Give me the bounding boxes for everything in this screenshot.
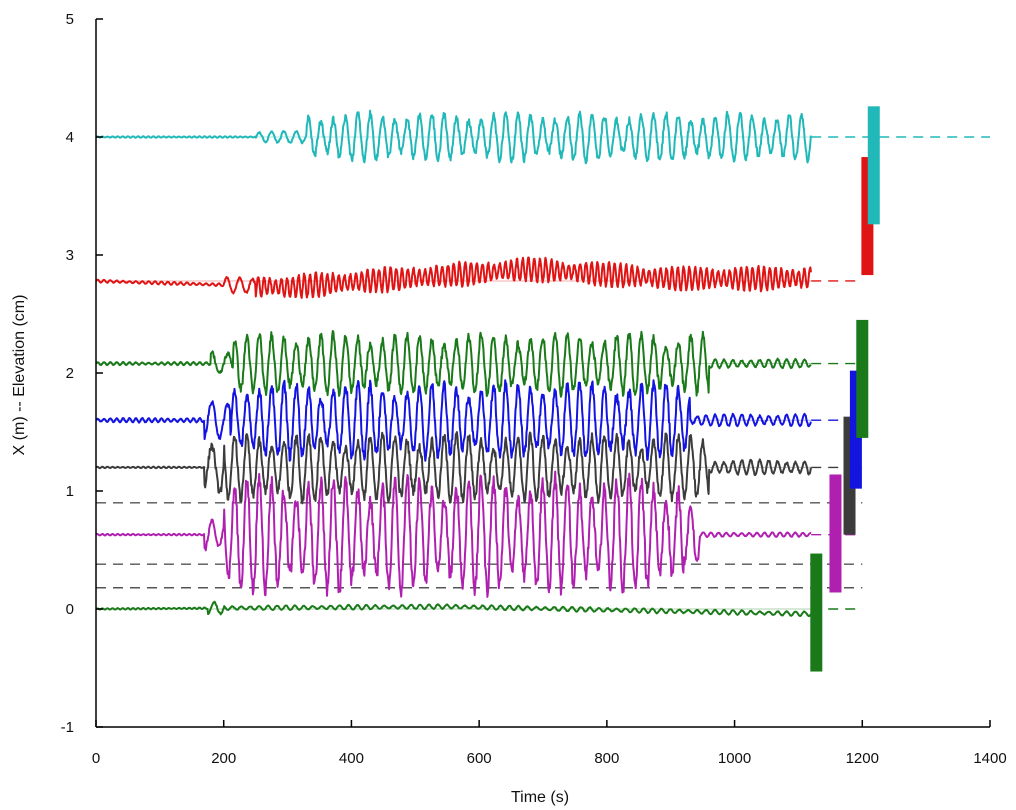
- series-line: [95, 470, 812, 598]
- x-axis-title: Time (s): [511, 789, 569, 806]
- series-line: [95, 109, 812, 165]
- x-tick-label: 1200: [846, 750, 879, 767]
- series-line: [95, 379, 812, 462]
- x-tick-label: 0: [92, 750, 100, 767]
- scale-bar: [810, 553, 823, 672]
- x-tick-label: 400: [339, 750, 364, 767]
- series-line: [95, 600, 812, 618]
- x-tick-label: 200: [211, 750, 236, 767]
- series-layer: [95, 109, 990, 618]
- series-line: [95, 256, 812, 299]
- scale-bar: [856, 319, 869, 438]
- scale-bar: [829, 474, 842, 593]
- x-tick-label: 800: [594, 750, 619, 767]
- x-tick-label: 1400: [973, 750, 1006, 767]
- x-tick-label: 1000: [718, 750, 751, 767]
- series-line: [95, 431, 812, 505]
- y-axis-title: X (m) -- Elevation (cm): [11, 295, 28, 456]
- x-tick-label: 600: [467, 750, 492, 767]
- y-tick-label: 1: [66, 483, 74, 500]
- y-tick-label: 0: [66, 601, 74, 618]
- y-tick-label: 4: [66, 129, 74, 146]
- y-tick-label: -1: [61, 719, 74, 736]
- series-line: [95, 330, 812, 398]
- scale-bars: [810, 106, 880, 672]
- scale-bar: [867, 106, 880, 225]
- ticks: 0 200 400 600 800 1000 1200 1400 -1 0 1 2 3 4 5: [61, 11, 1007, 767]
- y-tick-label: 2: [66, 365, 74, 382]
- y-tick-label: 3: [66, 247, 74, 264]
- y-tick-label: 5: [66, 11, 74, 28]
